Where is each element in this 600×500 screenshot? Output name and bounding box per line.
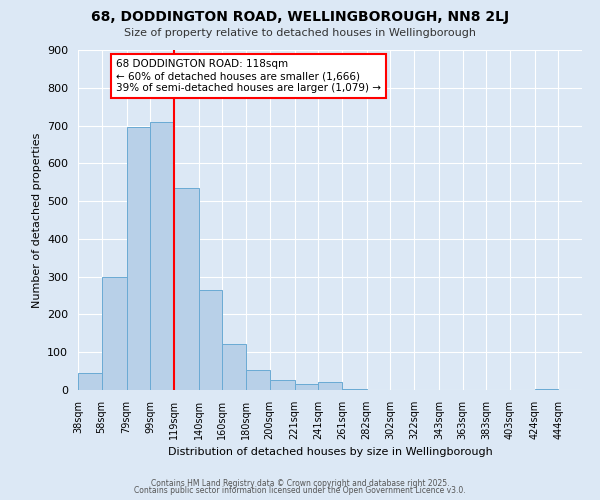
Bar — [269, 380, 295, 390]
Bar — [199, 290, 223, 390]
Y-axis label: Number of detached properties: Number of detached properties — [32, 132, 41, 308]
Bar — [246, 370, 269, 390]
X-axis label: Distribution of detached houses by size in Wellingborough: Distribution of detached houses by size … — [167, 448, 493, 458]
Bar — [101, 276, 127, 390]
Bar — [342, 389, 367, 390]
Bar — [174, 188, 199, 390]
Bar — [150, 122, 174, 390]
Text: Contains public sector information licensed under the Open Government Licence v3: Contains public sector information licen… — [134, 486, 466, 495]
Bar — [127, 128, 150, 390]
Bar — [535, 389, 559, 390]
Text: 68 DODDINGTON ROAD: 118sqm
← 60% of detached houses are smaller (1,666)
39% of s: 68 DODDINGTON ROAD: 118sqm ← 60% of deta… — [116, 60, 381, 92]
Bar — [223, 344, 246, 390]
Text: Contains HM Land Registry data © Crown copyright and database right 2025.: Contains HM Land Registry data © Crown c… — [151, 478, 449, 488]
Bar — [78, 373, 101, 390]
Bar — [295, 384, 318, 390]
Bar — [318, 382, 342, 390]
Text: 68, DODDINGTON ROAD, WELLINGBOROUGH, NN8 2LJ: 68, DODDINGTON ROAD, WELLINGBOROUGH, NN8… — [91, 10, 509, 24]
Text: Size of property relative to detached houses in Wellingborough: Size of property relative to detached ho… — [124, 28, 476, 38]
